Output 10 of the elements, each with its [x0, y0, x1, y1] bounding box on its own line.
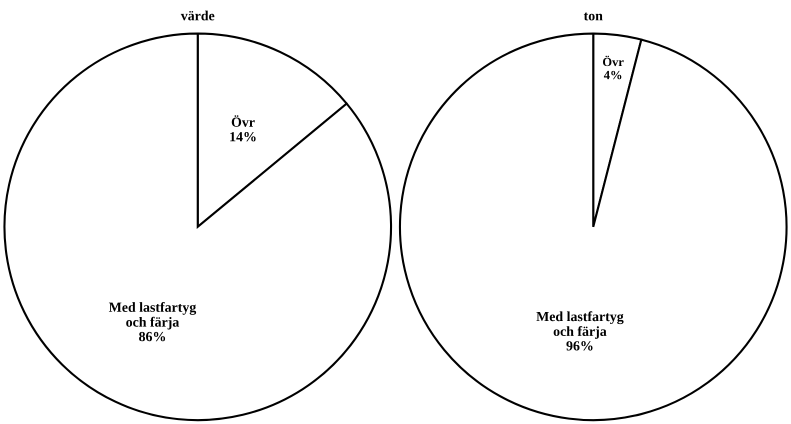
chart-title: ton	[584, 12, 603, 20]
slice-label: Övr	[602, 56, 624, 66]
slice-label: Med lastfartyg och färja	[536, 311, 624, 339]
data-label: 4%	[604, 70, 622, 80]
chart-title: värde	[180, 10, 214, 20]
data-label: 14%	[230, 132, 256, 142]
data-label: 96%	[566, 341, 593, 351]
slice-label: Med lastfartyg och färja	[108, 302, 196, 330]
data-label: 86%	[139, 332, 166, 342]
slice-label: Övr	[232, 115, 255, 127]
